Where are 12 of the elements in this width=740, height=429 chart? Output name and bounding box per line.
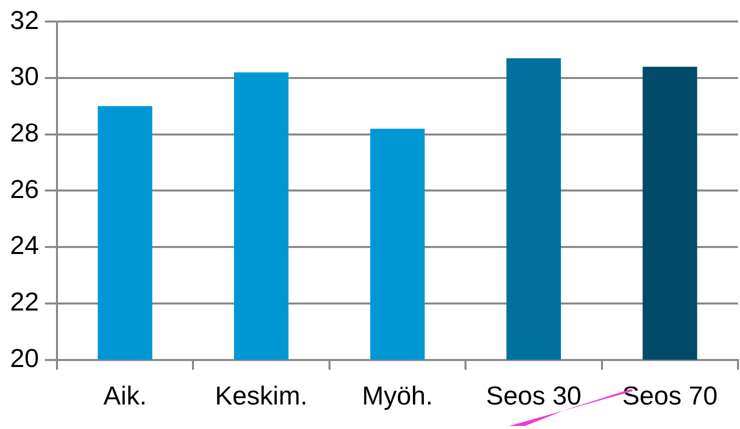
x-tick-label: Keskim. (215, 380, 308, 411)
x-tick-label: Seos 70 (622, 380, 718, 411)
y-tick-label: 28 (10, 118, 39, 148)
y-tick-label: 24 (10, 230, 39, 260)
y-tick-label: 26 (10, 174, 39, 204)
y-tick-label: 30 (10, 61, 39, 92)
y-tick-label: 32 (10, 4, 39, 35)
x-tick-label: Aik. (103, 380, 147, 411)
y-tick-label: 20 (10, 342, 39, 373)
x-tick-label: Myöh. (362, 380, 433, 411)
y-tick-label: 22 (10, 286, 39, 317)
x-tick-label: Seos 30 (486, 380, 582, 411)
